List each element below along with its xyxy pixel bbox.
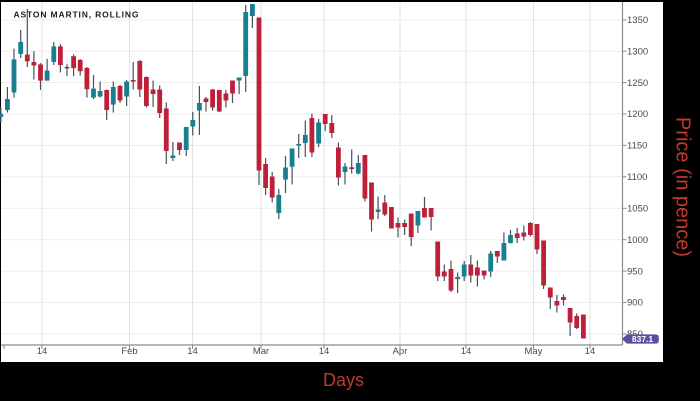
svg-text:14: 14 — [585, 346, 596, 357]
svg-text:14: 14 — [319, 346, 330, 357]
svg-text:1350: 1350 — [627, 15, 648, 26]
svg-text:May: May — [525, 346, 543, 357]
svg-text:14: 14 — [187, 346, 198, 357]
svg-text:Mar: Mar — [253, 346, 269, 357]
svg-text:1150: 1150 — [627, 141, 647, 152]
svg-text:14: 14 — [461, 346, 472, 357]
svg-text:900: 900 — [627, 298, 643, 309]
svg-text:Apr: Apr — [393, 346, 408, 357]
svg-text:837.1: 837.1 — [632, 334, 654, 344]
svg-text:950: 950 — [627, 266, 643, 277]
svg-text:1200: 1200 — [627, 109, 648, 120]
svg-text:1250: 1250 — [627, 78, 648, 89]
svg-text:1000: 1000 — [627, 235, 648, 246]
svg-text:1050: 1050 — [627, 204, 648, 215]
svg-text:Feb: Feb — [121, 346, 137, 357]
svg-text:14: 14 — [37, 346, 48, 357]
svg-text:ASTON MARTIN, ROLLING: ASTON MARTIN, ROLLING — [14, 10, 140, 20]
svg-text:1300: 1300 — [627, 46, 648, 57]
svg-text:1100: 1100 — [627, 172, 647, 183]
